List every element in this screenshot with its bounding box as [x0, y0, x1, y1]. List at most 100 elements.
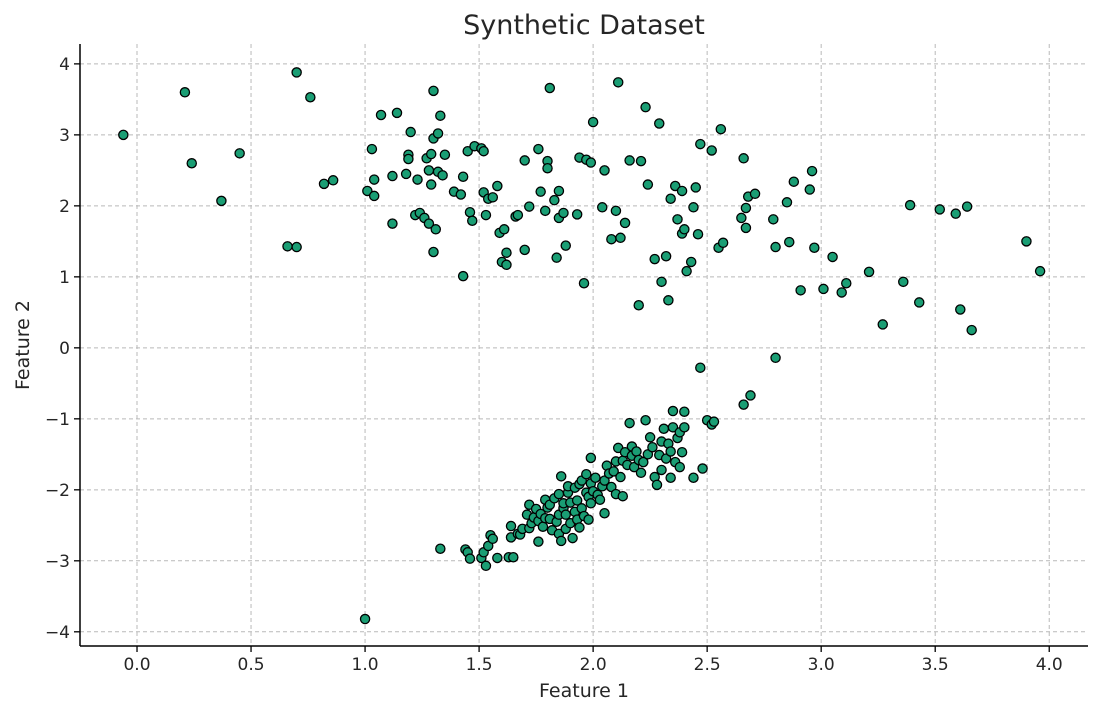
x-tick-label: 4.0 — [1036, 655, 1063, 675]
y-tick-label: 3 — [59, 126, 70, 146]
data-point — [549, 194, 560, 206]
data-point — [186, 158, 197, 169]
data-point — [455, 189, 467, 200]
x-tick-label: 2.5 — [694, 655, 721, 675]
data-point — [537, 521, 549, 532]
data-point — [583, 514, 594, 525]
data-point — [478, 145, 489, 157]
data-point — [512, 209, 524, 221]
data-point — [435, 543, 446, 554]
data-point — [640, 101, 651, 113]
data-point — [770, 352, 781, 364]
data-point — [501, 247, 512, 258]
x-axis-ticks: 0.0 0.5 1.0 1.5 2.0 2.5 3.0 3.5 4.0 — [123, 646, 1063, 675]
data-point — [585, 157, 597, 168]
data-point — [305, 91, 316, 103]
data-point — [654, 118, 665, 129]
data-point — [644, 432, 656, 443]
data-point — [955, 304, 966, 315]
data-point — [533, 143, 544, 155]
data-point — [498, 224, 510, 235]
data-point — [708, 416, 720, 427]
data-point — [818, 283, 829, 295]
data-point — [594, 494, 606, 506]
data-point — [827, 251, 838, 263]
data-point — [560, 509, 572, 520]
data-point — [950, 208, 961, 219]
data-point — [590, 472, 601, 484]
data-point — [368, 190, 380, 202]
data-point — [688, 202, 699, 213]
data-point — [487, 192, 499, 203]
data-point — [612, 77, 624, 88]
data-point — [505, 520, 517, 532]
data-point — [571, 209, 583, 220]
data-point — [736, 212, 747, 224]
data-point — [665, 446, 676, 457]
data-point — [781, 197, 793, 208]
data-point — [551, 252, 562, 263]
y-axis-ticks: −4 −3 −2 −1 0 1 2 3 4 — [45, 55, 80, 643]
data-point — [961, 201, 973, 212]
data-point — [327, 175, 339, 186]
data-point — [740, 222, 752, 234]
data-point — [685, 256, 697, 268]
data-point — [359, 613, 371, 625]
data-point — [282, 241, 293, 252]
data-point — [487, 533, 499, 545]
data-point — [640, 414, 651, 426]
data-point — [480, 209, 492, 221]
data-point — [574, 522, 585, 533]
data-point — [624, 417, 635, 429]
data-point — [435, 110, 446, 121]
data-point — [624, 155, 635, 166]
data-point — [642, 179, 654, 190]
data-points — [118, 67, 1046, 625]
data-point — [635, 155, 647, 167]
x-tick-label: 2.0 — [580, 655, 607, 675]
x-tick-label: 3.5 — [922, 655, 949, 675]
data-point — [795, 285, 806, 296]
data-point — [578, 277, 590, 289]
data-point — [770, 241, 781, 253]
data-point — [1021, 236, 1032, 247]
data-point — [391, 107, 403, 119]
data-point — [539, 205, 551, 217]
y-tick-label: −4 — [45, 623, 70, 643]
data-point — [740, 202, 752, 214]
data-point — [571, 495, 583, 506]
data-point — [667, 422, 679, 433]
data-point — [647, 441, 658, 453]
data-point — [688, 472, 699, 484]
data-point — [428, 85, 439, 97]
data-point — [660, 251, 672, 262]
data-point — [432, 128, 444, 139]
x-tick-label: 0.5 — [238, 655, 265, 675]
data-point — [679, 406, 690, 417]
data-point — [665, 193, 676, 205]
data-point — [658, 423, 670, 435]
y-axis-label: Feature 2 — [12, 300, 34, 390]
y-tick-label: −3 — [45, 552, 70, 572]
data-point — [318, 178, 330, 190]
data-point — [400, 168, 412, 180]
data-point — [425, 179, 437, 190]
data-point — [631, 446, 642, 457]
y-tick-label: 2 — [59, 197, 70, 217]
data-point — [492, 180, 503, 192]
data-point — [679, 224, 690, 235]
data-point — [599, 165, 610, 176]
data-point — [695, 138, 706, 150]
grid-lines — [80, 44, 1088, 646]
data-point — [656, 464, 667, 476]
data-point — [368, 174, 380, 185]
data-point — [535, 186, 546, 197]
y-tick-label: 4 — [59, 55, 70, 75]
data-point — [697, 463, 708, 474]
data-point — [898, 276, 909, 288]
data-point — [663, 295, 674, 306]
data-point — [581, 468, 592, 480]
data-point — [745, 390, 756, 401]
data-point — [462, 145, 473, 157]
